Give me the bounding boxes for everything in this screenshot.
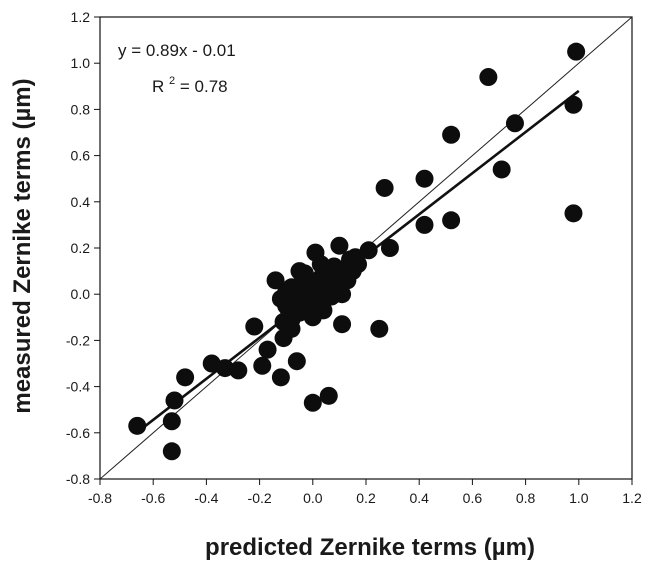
x-tick-label: 1.0 (569, 490, 589, 506)
x-axis: -0.8 -0.6 -0.4 -0.2 0.0 0.2 0.4 0.6 0.8 1.0 1.2 (88, 479, 642, 506)
data-point (162, 442, 181, 461)
data-point (266, 271, 285, 290)
y-tick-label: 0.0 (71, 286, 91, 302)
y-tick-label: -0.6 (66, 425, 90, 441)
r-squared-exponent: 2 (169, 75, 175, 87)
data-point (128, 416, 147, 435)
r-squared-value: = 0.78 (180, 77, 228, 96)
data-point (287, 292, 306, 311)
x-tick-label: 0.0 (303, 490, 323, 506)
y-tick-label: 0.2 (71, 240, 91, 256)
data-point (165, 391, 184, 410)
data-point (567, 42, 586, 61)
data-point (274, 312, 293, 331)
y-tick-label: -0.2 (66, 332, 90, 348)
y-tick-label: 0.8 (71, 101, 91, 117)
regression-equation: y = 0.89x - 0.01 (118, 41, 236, 60)
y-tick-label: 0.4 (71, 194, 91, 210)
data-point (333, 315, 352, 334)
data-point (415, 169, 434, 188)
x-axis-title: predicted Zernike terms (µm) (205, 534, 535, 561)
data-point (295, 264, 314, 283)
data-point (359, 241, 378, 260)
data-point (346, 248, 365, 267)
data-point (229, 361, 248, 380)
data-point (258, 340, 277, 359)
data-point (319, 386, 338, 405)
data-point (380, 239, 399, 257)
x-tick-label: 1.2 (622, 490, 642, 506)
data-point (322, 273, 341, 292)
r-squared: R 2 = 0.78 (152, 69, 228, 96)
r-squared-prefix: R (152, 77, 164, 96)
y-tick-label: -0.4 (66, 379, 90, 395)
x-tick-label: -0.6 (141, 490, 165, 506)
x-tick-label: -0.8 (88, 490, 112, 506)
data-point (564, 95, 583, 114)
data-point (216, 359, 235, 378)
x-tick-label: -0.4 (194, 490, 218, 506)
y-tick-label: -0.8 (66, 471, 90, 487)
data-point (343, 262, 362, 281)
data-point (505, 114, 524, 133)
data-point (479, 68, 498, 87)
data-point (303, 308, 322, 327)
data-point (311, 255, 330, 274)
x-tick-label: -0.2 (248, 490, 272, 506)
data-point (271, 368, 290, 387)
y-tick-label: 1.2 (71, 9, 91, 25)
data-point (253, 356, 272, 375)
data-point (442, 211, 461, 230)
data-point (375, 178, 394, 197)
x-tick-label: 0.2 (356, 490, 376, 506)
y-tick-label: 1.0 (71, 55, 91, 71)
x-tick-label: 0.6 (463, 490, 483, 506)
y-tick-label: 0.6 (71, 148, 91, 164)
data-point (492, 160, 511, 179)
data-point (415, 215, 434, 234)
x-tick-label: 0.8 (516, 490, 536, 506)
data-point (564, 204, 583, 223)
y-axis-title: measured Zernike terms (µm) (9, 78, 36, 413)
data-point (333, 285, 352, 304)
data-point (162, 412, 181, 431)
data-point (303, 393, 322, 412)
data-point (245, 317, 264, 336)
x-tick-label: 0.4 (409, 490, 429, 506)
points-layer (128, 42, 586, 461)
y-axis: -0.8 -0.6 -0.4 -0.2 0.0 0.2 0.4 0.6 0.8 1.0 1.2 (66, 9, 100, 487)
data-point (176, 368, 195, 387)
data-point (370, 319, 389, 338)
data-point (330, 236, 349, 255)
data-point (442, 125, 461, 144)
data-point (287, 352, 306, 371)
